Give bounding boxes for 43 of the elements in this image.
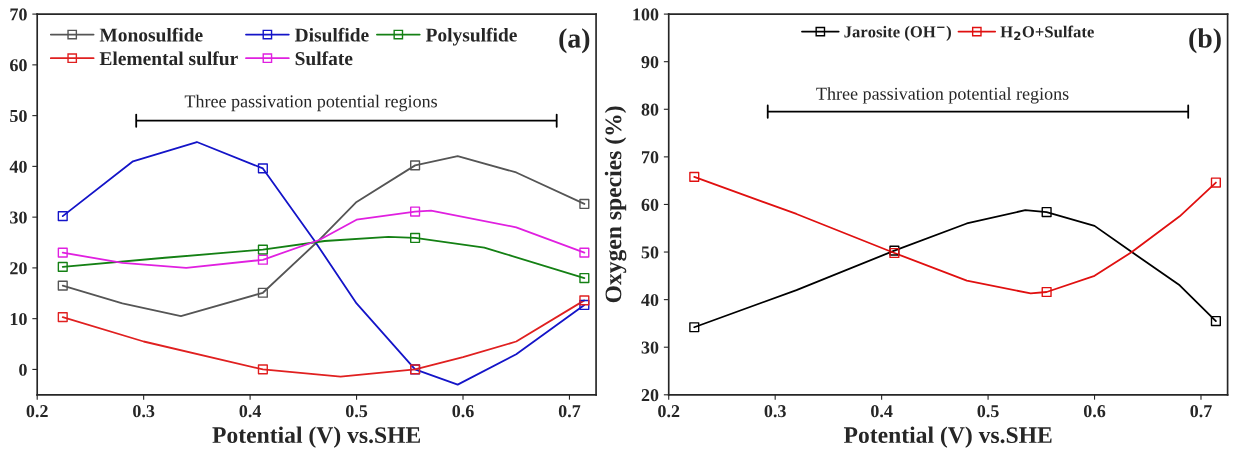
- y-tick-label: 40: [9, 160, 27, 173]
- y-tick-label: 10: [10, 312, 27, 326]
- x-tick-label: 0.3: [764, 405, 786, 418]
- y-axis-title: Oxygen species (%): [604, 106, 627, 303]
- y-tick-label: 20: [10, 262, 27, 275]
- legend-label: Elemental sulfur: [99, 51, 238, 66]
- x-tick-label: 0.5: [977, 405, 999, 418]
- x-tick-label: 0.7: [1190, 405, 1212, 418]
- x-tick-label: 0.6: [1083, 405, 1106, 418]
- y-tick-label: 90: [641, 55, 659, 69]
- legend-label: Sulfate: [295, 51, 353, 66]
- y-tick-label: 30: [641, 341, 659, 354]
- y-tick-label: 20: [641, 389, 659, 402]
- annotation: Three passivation potential regions: [184, 94, 437, 112]
- annotation: Three passivation potential regions: [816, 87, 1069, 104]
- legend-label: Disulfide: [294, 27, 369, 42]
- y-tick-label: 40: [641, 293, 659, 307]
- x-tick-label: 0.5: [345, 405, 368, 418]
- x-tick-label: 0.6: [452, 405, 474, 418]
- chart-title: (b): [1189, 28, 1221, 54]
- x-tick-label: 0.7: [558, 405, 581, 418]
- y-tick-label: 0: [19, 363, 27, 376]
- y-tick-label: 60: [641, 198, 659, 211]
- legend-label: Polysulfide: [425, 27, 517, 46]
- x-tick-label: 0.2: [26, 405, 48, 418]
- legend-label: H$_{2}$O+Sulfate: [1000, 25, 1094, 41]
- y-tick-label: 60: [10, 59, 27, 72]
- x-tick-label: 0.4: [871, 405, 893, 418]
- y-tick-label: 30: [10, 211, 27, 224]
- y-tick-label: 70: [641, 151, 659, 164]
- y-tick-label: 100: [633, 8, 659, 21]
- y-tick-label: 80: [641, 103, 659, 116]
- x-axis-title: Potential (V) vs.SHE: [843, 426, 1052, 448]
- legend-label: Jarosite (OH$^{−}$): [844, 25, 951, 41]
- y-tick-label: 50: [10, 109, 27, 123]
- chart-title: (a): [559, 28, 590, 54]
- x-axis-title: Potential (V) vs.SHE: [212, 426, 421, 448]
- x-tick-label: 0.4: [239, 405, 262, 418]
- x-tick-label: 0.3: [133, 405, 155, 418]
- y-tick-label: 70: [10, 8, 27, 21]
- y-tick-label: 50: [641, 246, 659, 259]
- x-tick-label: 0.2: [658, 405, 680, 418]
- legend-label: Monosulfide: [99, 27, 203, 42]
